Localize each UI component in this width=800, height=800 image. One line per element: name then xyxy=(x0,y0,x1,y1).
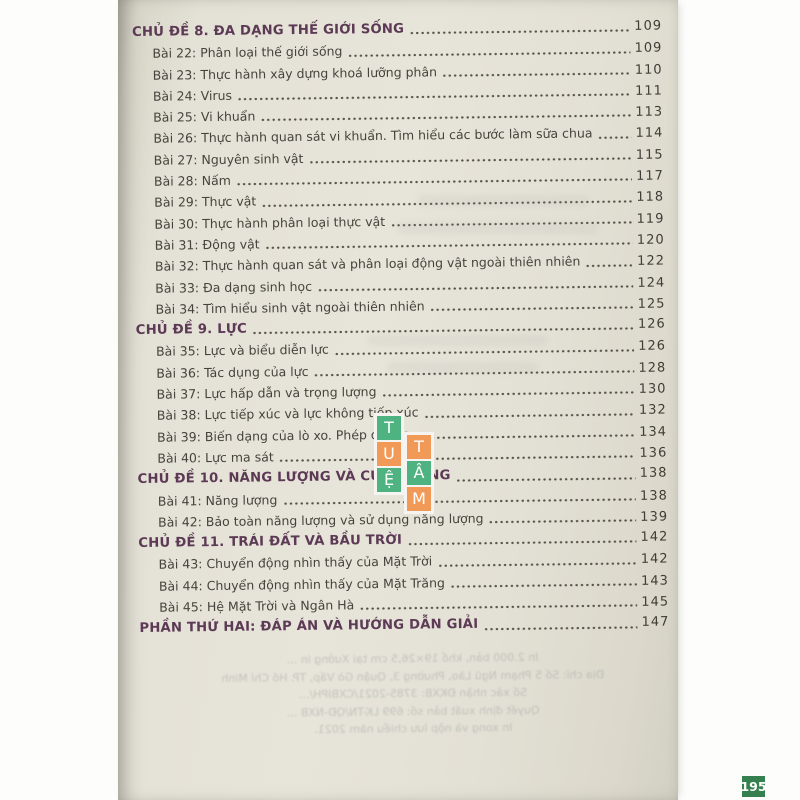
toc-entry-page-number: 114 xyxy=(635,126,664,142)
toc-entry-page-number: 122 xyxy=(637,253,666,270)
ghost-text-line: In xong và nộp lưu chiểu năm 2021. xyxy=(314,720,513,737)
dot-leader xyxy=(483,625,638,631)
toc-entry-page-number: 125 xyxy=(637,296,666,312)
toc-entry-page-number: 128 xyxy=(638,360,667,376)
dot-leader xyxy=(237,93,632,101)
watermark-letter-tile: U xyxy=(377,442,401,466)
dot-leader xyxy=(455,476,636,482)
dot-leader xyxy=(333,348,635,356)
dot-leader xyxy=(260,114,632,122)
dot-leader xyxy=(437,561,637,568)
toc-entry-page-number: 134 xyxy=(639,424,668,440)
toc-entry-label: Bài 22: Phân loại thế giới sống xyxy=(152,43,343,62)
watermark-letter-tile: T xyxy=(407,435,431,459)
toc-entry-page-number: 139 xyxy=(640,509,669,525)
toc-entry-page-number: 109 xyxy=(634,40,663,57)
watermark-letter-tile: Ệ xyxy=(377,468,401,492)
toc-entry-label: Bài 39: Biến dạng của lò xo. Phép đo lực xyxy=(156,426,409,445)
show-through-smudge xyxy=(418,195,588,207)
dot-leader xyxy=(429,306,634,312)
toc-entry-label: Bài 27: Nguyên sinh vật xyxy=(153,150,304,168)
toc-entry-label: Bài 29: Thực vật xyxy=(154,193,257,211)
ghost-show-through-text: In 2.000 bản, khổ 19×26,5 cm tại Xưởng i… xyxy=(178,648,649,740)
toc-entry-page-number: 138 xyxy=(639,465,668,482)
toc-entry-label: CHỦ ĐỀ 8. ĐA DẠNG THẾ GIỚI SỐNG xyxy=(132,21,405,40)
toc-entry-page-number: 138 xyxy=(639,488,668,504)
show-through-smudge xyxy=(398,222,598,234)
dot-leader xyxy=(282,497,637,506)
dot-leader xyxy=(442,71,631,78)
page-number: 195 xyxy=(740,779,767,794)
toc-entry-page-number: 118 xyxy=(636,189,665,206)
dot-leader xyxy=(488,519,637,524)
toc-entry-label: Bài 28: Nấm xyxy=(153,172,232,189)
toc-entry-page-number: 143 xyxy=(640,573,669,589)
toc-entry-label: Bài 24: Virus xyxy=(152,87,233,104)
toc-entry-label: Bài 45: Hệ Mặt Trời và Ngân Hà xyxy=(159,597,355,615)
toc-entry-page-number: 132 xyxy=(638,402,667,419)
toc-entry-page-number: 145 xyxy=(641,594,670,610)
toc-entry-page-number: 142 xyxy=(640,551,669,568)
toc-entry-page-number: 115 xyxy=(635,147,664,163)
dot-leader xyxy=(585,263,634,268)
toc-entry-page-number: 126 xyxy=(637,316,666,332)
dot-leader xyxy=(409,29,631,35)
toc-list: CHỦ ĐỀ 8. ĐA DẠNG THẾ GIỚI SỐNG 109 Bài 22… xyxy=(132,16,670,640)
dot-leader xyxy=(359,604,638,611)
dot-leader xyxy=(413,433,636,440)
dot-leader xyxy=(235,178,633,187)
toc-entry-page-number: 110 xyxy=(634,62,663,78)
toc-entry-label: Bài 42: Bảo toàn năng lượng và sử dụng n… xyxy=(158,510,484,530)
toc-entry-page-number: 120 xyxy=(636,232,665,248)
dot-leader xyxy=(308,156,632,164)
toc-entry-label: PHẦN THỨ HAI: ĐÁP ÁN VÀ HƯỚNG DẪN GIẢI xyxy=(139,617,479,637)
toc-entry-page-number: 130 xyxy=(638,381,667,397)
toc-entry-page-number: 117 xyxy=(636,168,665,184)
toc-entry-page-number: 124 xyxy=(637,275,666,291)
dot-leader xyxy=(251,327,634,336)
toc-entry-label: Bài 35: Lực và biểu diễn lực xyxy=(155,342,329,360)
toc-entry-label: Bài 34: Tìm hiểu sinh vật ngoài thiên nh… xyxy=(155,298,425,317)
toc-entry-page-number: 147 xyxy=(641,614,670,631)
dot-leader xyxy=(597,135,632,140)
watermark-letter-tile: M xyxy=(407,487,431,511)
toc-entry-label: Bài 23: Thực hành xây dựng khoá lưỡng ph… xyxy=(152,63,438,83)
page-number-badge: 195 xyxy=(740,776,767,797)
toc-entry-page-number: 126 xyxy=(638,338,667,355)
show-through-smudge xyxy=(368,335,548,346)
toc-entry-label: Bài 30: Thực hành phân loại thực vật xyxy=(154,213,386,232)
toc-entry-page-number: 142 xyxy=(640,529,669,545)
dot-leader xyxy=(347,50,631,57)
toc-entry-label: Bài 33: Đa dạng sinh học xyxy=(155,278,313,296)
dot-leader xyxy=(317,284,634,292)
toc-entry-label: Bài 37: Lực hấp dẫn và trọng lượng xyxy=(156,384,377,402)
toc-entry-label: Bài 41: Năng lượng xyxy=(157,491,278,509)
toc-entry-label: Bài 44: Chuyển động nhìn thấy của Mặt Tr… xyxy=(158,574,445,594)
toc-entry-label: Bài 40: Lực ma sát xyxy=(157,449,274,466)
toc-entry-page-number: 113 xyxy=(635,104,664,121)
toc-entry-label: CHỦ ĐỀ 9. LỰC xyxy=(135,321,247,339)
show-through-smudge xyxy=(388,362,538,373)
dot-leader xyxy=(449,582,638,589)
dot-leader xyxy=(264,242,633,250)
toc-entry-page-number: 111 xyxy=(634,83,663,99)
dot-leader xyxy=(381,391,635,398)
dot-leader xyxy=(407,540,637,547)
dot-leader xyxy=(423,412,636,419)
toc-entry-page-number: 119 xyxy=(636,211,665,227)
toc-entry-label: Bài 36: Tác dụng của lực xyxy=(156,363,309,381)
watermark-letter-tile: T xyxy=(377,416,401,440)
watermark-letter-tile: Â xyxy=(407,461,431,485)
dot-leader xyxy=(278,455,636,463)
toc-entry-label: Bài 31: Động vật xyxy=(154,236,260,253)
toc-entry-label: Bài 25: Vi khuẩn xyxy=(153,108,256,125)
book-page: CHỦ ĐỀ 8. ĐA DẠNG THẾ GIỚI SỐNG 109 Bài 22… xyxy=(118,0,767,800)
toc-entry-page-number: 109 xyxy=(634,18,663,34)
toc-entry-page-number: 136 xyxy=(639,445,668,461)
